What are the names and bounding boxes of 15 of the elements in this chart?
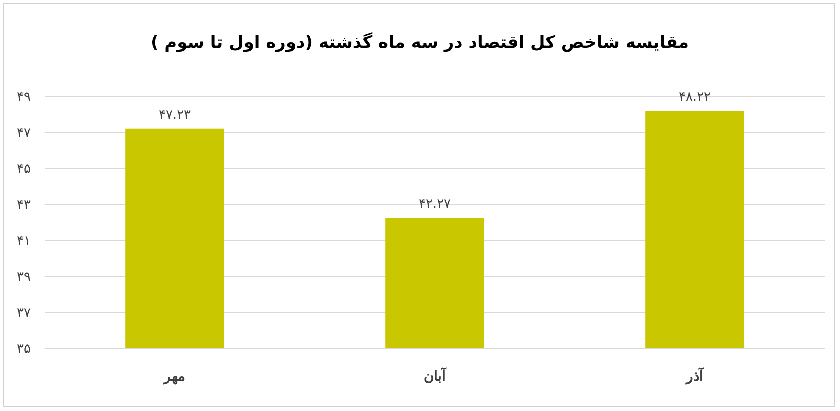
data-label: ۴۸.۲۲ xyxy=(678,90,712,106)
y-tick-label: ۴۷ xyxy=(17,125,31,140)
y-tick-label: ۳۹ xyxy=(17,269,31,284)
data-label: ۴۷.۲۳ xyxy=(158,108,192,123)
y-tick-label: ۴۵ xyxy=(17,161,31,176)
x-tick-label: آبان xyxy=(424,366,447,384)
data-label: ۴۲.۲۷ xyxy=(418,197,452,212)
x-tick-label: آذر xyxy=(686,366,704,385)
x-tick-label: مهر xyxy=(163,368,186,385)
y-tick-label: ۳۵ xyxy=(17,341,31,356)
y-tick-label: ۴۹ xyxy=(17,89,31,104)
y-tick-label: ۴۱ xyxy=(17,233,31,248)
chart-title: مقایسه شاخص کل اقتصاد در سه ماه گذشته (دوره اول تا سوم ) xyxy=(150,32,690,53)
y-tick-label: ۳۷ xyxy=(17,305,31,320)
y-tick-label: ۴۳ xyxy=(17,197,31,212)
